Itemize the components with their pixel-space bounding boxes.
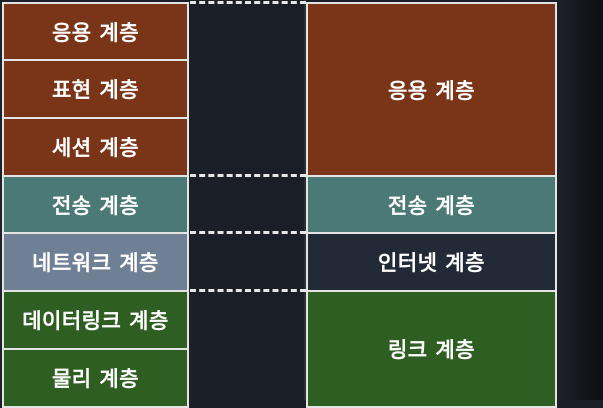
osi-layer-network: 네트워크 계층 [2, 232, 189, 292]
osi-layer-physical: 물리 계층 [2, 348, 189, 408]
tcpip-layer-label: 응용 계층 [387, 78, 476, 103]
osi-layer-label: 응용 계층 [51, 20, 140, 45]
dashed-connector-top [190, 1, 306, 4]
osi-layer-transport: 전송 계층 [2, 175, 189, 234]
osi-layer-session: 세션 계층 [2, 117, 189, 177]
osi-layer-label: 표현 계층 [51, 78, 140, 102]
osi-layer-application: 응용 계층 [2, 2, 189, 61]
tcpip-layer-label: 인터넷 계층 [378, 251, 485, 275]
tcpip-layer-application: 응용 계층 [306, 2, 557, 177]
tcpip-layer-label: 링크 계층 [387, 338, 476, 362]
middle-divider [304, 0, 306, 400]
osi-layer-presentation: 표현 계층 [2, 59, 189, 119]
right-edge-vignette [558, 0, 603, 400]
osi-layer-label: 네트워크 계층 [32, 251, 159, 275]
osi-layer-label: 데이터링크 계층 [22, 309, 169, 333]
osi-layer-label: 물리 계층 [51, 367, 140, 391]
osi-layer-datalink: 데이터링크 계층 [2, 290, 189, 350]
tcpip-layer-label: 전송 계층 [387, 193, 476, 218]
osi-layer-label: 전송 계층 [51, 193, 140, 218]
osi-layer-label: 세션 계층 [51, 136, 140, 160]
tcpip-layer-link: 링크 계층 [306, 290, 557, 408]
dashed-connector-application-transport [190, 174, 306, 177]
dashed-connector-network-link [190, 289, 306, 292]
tcpip-layer-transport: 전송 계층 [306, 175, 557, 234]
tcpip-layer-internet: 인터넷 계층 [306, 232, 557, 292]
dashed-connector-transport-network [190, 231, 306, 234]
